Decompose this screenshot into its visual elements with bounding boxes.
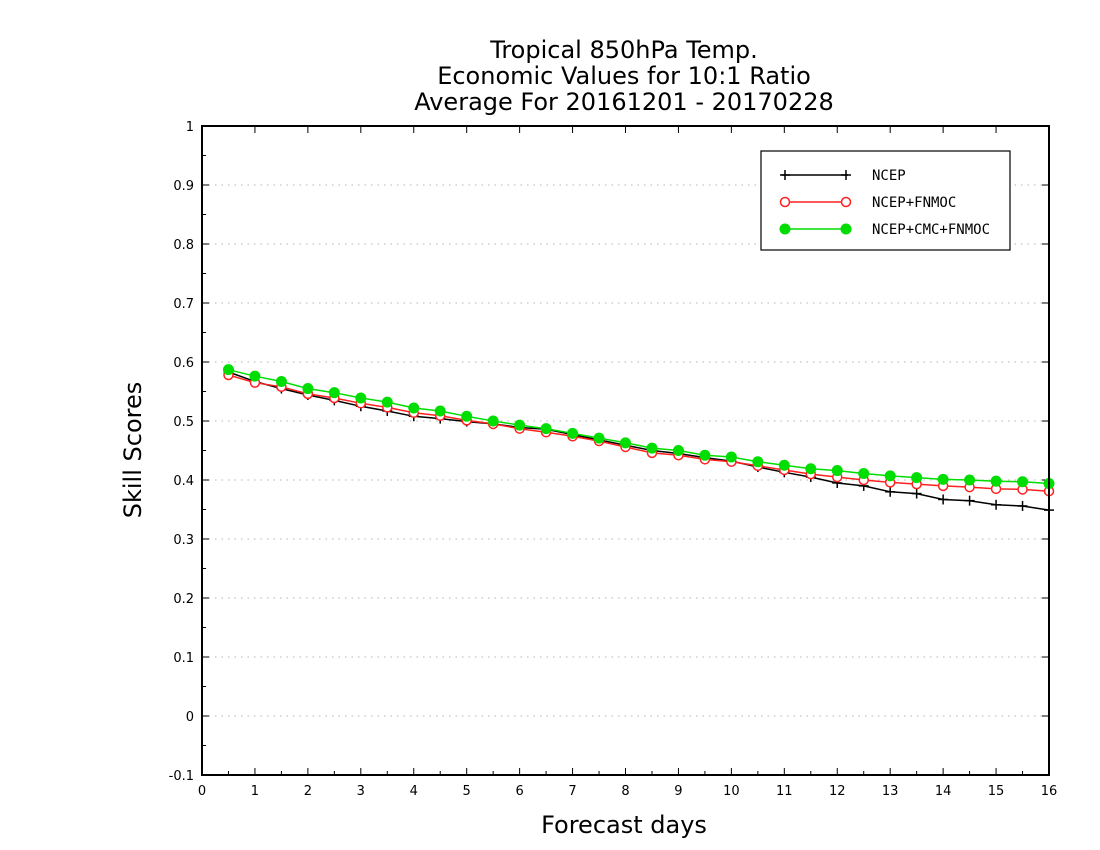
data-point (620, 437, 631, 449)
legend-label: NCEP (872, 168, 906, 184)
legend-marker-start (779, 223, 791, 235)
x-tick-label: 8 (621, 784, 629, 799)
x-tick-label: 2 (304, 784, 312, 799)
y-tick-label: 0.1 (173, 651, 194, 666)
legend-marker-end (840, 223, 852, 235)
x-tick-label: 15 (988, 784, 1005, 799)
y-tick-label: 1 (186, 120, 194, 135)
data-point (487, 415, 499, 427)
data-point (672, 445, 684, 456)
series-ncep-fnmoc (223, 369, 1055, 497)
x-tick-label: 12 (829, 784, 846, 799)
x-tick-label: 14 (935, 784, 952, 799)
x-tick-label: 10 (723, 784, 740, 799)
data-point (911, 472, 923, 484)
x-tick-label: 5 (463, 784, 471, 799)
series-line (228, 368, 1050, 485)
chart-title-line-1: Tropical 850hPa Temp. (489, 36, 758, 64)
tick-layer: -0.100.10.20.30.40.50.60.70.80.910 1 2 3 4 5 6… (169, 120, 1058, 799)
x-tick-label: 16 (1041, 784, 1058, 799)
series-line (228, 374, 1050, 492)
data-point (725, 451, 737, 463)
grid-layer (202, 184, 1049, 717)
data-point (831, 465, 843, 477)
legend-marker-start (779, 196, 791, 208)
data-point (328, 387, 340, 399)
data-point (937, 473, 949, 485)
x-tick-label: 7 (568, 784, 576, 799)
data-point (884, 470, 896, 482)
data-point (752, 456, 764, 468)
y-tick-label: 0 (186, 710, 194, 725)
data-point (964, 474, 976, 486)
data-point (355, 392, 367, 404)
y-tick-label: 0.4 (173, 474, 194, 489)
x-tick-label: 0 (198, 784, 206, 799)
data-point (540, 423, 552, 435)
series-layer (222, 364, 1055, 516)
y-tick-label: 0.6 (173, 356, 194, 371)
data-point (646, 442, 658, 454)
legend-entry: NCEP+CMC+FNMOC (779, 222, 990, 238)
plot-frame (201, 125, 1050, 776)
data-point (858, 468, 870, 480)
x-tick-label: 13 (882, 784, 899, 799)
data-point (381, 396, 393, 408)
series-line (228, 371, 1050, 511)
data-point (805, 463, 817, 475)
data-point (434, 405, 446, 417)
legend-entry: NCEP (780, 168, 906, 184)
legend-label: NCEP+FNMOC (872, 195, 956, 211)
data-point (222, 364, 234, 376)
data-point (408, 402, 420, 414)
data-point (514, 419, 526, 431)
x-tick-label: 9 (674, 784, 682, 799)
x-tick-label: 11 (776, 784, 793, 799)
x-tick-label: 1 (251, 784, 259, 799)
y-tick-label: -0.1 (169, 769, 194, 784)
y-tick-label: 0.5 (173, 415, 194, 430)
legend: NCEP NCEP+FNMOC NCEP+CMC+FNMOC (760, 150, 1011, 251)
data-point (461, 410, 473, 422)
series-ncep (223, 367, 1054, 516)
data-point (699, 449, 711, 461)
data-point (302, 383, 314, 395)
y-tick-label: 0.9 (173, 179, 194, 194)
y-tick-label: 0.8 (173, 238, 194, 253)
data-point (1017, 476, 1029, 488)
data-point (567, 427, 579, 439)
data-point (249, 370, 261, 382)
legend-label: NCEP+CMC+FNMOC (872, 222, 990, 238)
x-tick-label: 6 (515, 784, 523, 799)
legend-marker-end (840, 196, 852, 208)
data-point (275, 375, 287, 387)
chart-title-line-2: Economic Values for 10:1 Ratio (437, 62, 811, 90)
y-axis-title: Skill Scores (119, 382, 147, 519)
x-tick-label: 3 (357, 784, 365, 799)
data-point (990, 475, 1002, 487)
y-tick-label: 0.3 (173, 533, 194, 548)
legend-box (760, 150, 1011, 251)
y-tick-label: 0.7 (173, 297, 194, 312)
x-tick-label: 4 (410, 784, 418, 799)
chart-title-line-3: Average For 20161201 - 20170228 (414, 88, 834, 116)
x-axis-title: Forecast days (541, 811, 707, 839)
series-ncep-cmc-fnmoc (222, 364, 1055, 490)
data-point (593, 432, 605, 444)
legend-entry: NCEP+FNMOC (779, 195, 956, 211)
y-tick-label: 0.2 (173, 592, 194, 607)
data-point (778, 459, 790, 471)
